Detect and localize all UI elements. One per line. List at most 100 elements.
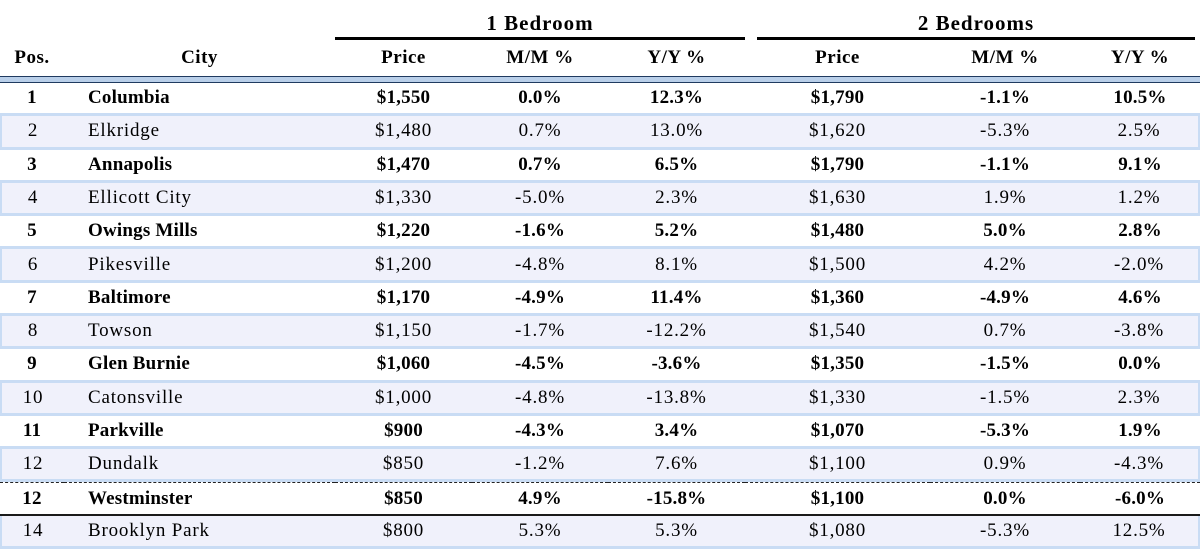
cell-2br-yy: -4.3% <box>1080 449 1200 483</box>
cell-city: Catonsville <box>64 382 335 416</box>
cell-1br-price: $1,000 <box>335 382 472 416</box>
table-row: 8 Towson $1,150 -1.7% -12.2% $1,540 0.7%… <box>0 315 1200 350</box>
cell-1br-yy: 6.5% <box>608 150 745 183</box>
cell-1br-yy: 5.2% <box>608 216 745 250</box>
cell-city: Glen Burnie <box>64 349 335 383</box>
cell-2br-mm: -1.1% <box>930 150 1080 183</box>
cell-2br-mm: 1.9% <box>930 182 1080 217</box>
cell-city: Elkridge <box>64 116 335 150</box>
cell-1br-mm: -4.9% <box>472 283 608 316</box>
cell-1br-price: $1,220 <box>335 216 472 250</box>
group-title-1-bedroom: 1 Bedroom <box>335 11 745 40</box>
cell-1br-price: $1,200 <box>335 249 472 283</box>
cell-2br-mm: 5.0% <box>930 216 1080 250</box>
cell-1br-mm: -4.8% <box>472 382 608 416</box>
cell-1br-yy: -3.6% <box>608 349 745 383</box>
cell-1br-price: $1,480 <box>335 116 472 150</box>
cell-pos: 12 <box>0 482 64 516</box>
column-header-row: Pos. City Price M/M % Y/Y % Price M/M % … <box>0 40 1200 76</box>
cell-2br-price: $1,330 <box>745 382 930 416</box>
cell-city: Annapolis <box>64 150 335 183</box>
cell-1br-yy: -15.8% <box>608 482 745 516</box>
cell-1br-yy: 3.4% <box>608 416 745 450</box>
cell-pos: 2 <box>0 116 64 150</box>
cell-city: Brooklyn Park <box>64 515 335 549</box>
cell-2br-price: $1,630 <box>745 182 930 217</box>
table-row: 6 Pikesville $1,200 -4.8% 8.1% $1,500 4.… <box>0 249 1200 283</box>
cell-2br-mm: -5.3% <box>930 116 1080 150</box>
cell-pos: 7 <box>0 283 64 316</box>
header-separator-band-fill <box>0 76 1200 83</box>
column-header-city: City <box>181 47 218 68</box>
cell-1br-yy: 13.0% <box>608 116 745 150</box>
cell-city: Parkville <box>64 416 335 450</box>
cell-1br-mm: -1.2% <box>472 449 608 483</box>
group-header-spacer <box>64 0 335 40</box>
cell-2br-price: $1,100 <box>745 482 930 516</box>
table-row: 12 Westminster $850 4.9% -15.8% $1,100 0… <box>0 482 1200 516</box>
column-header-2br-mm: M/M % <box>971 47 1039 68</box>
cell-2br-mm: 0.0% <box>930 482 1080 516</box>
cell-city: Towson <box>64 315 335 350</box>
cell-1br-yy: 2.3% <box>608 182 745 217</box>
cell-2br-yy: 2.8% <box>1080 216 1200 250</box>
header-separator-band <box>0 76 1200 83</box>
cell-1br-mm: -1.7% <box>472 315 608 350</box>
cell-1br-yy: -12.2% <box>608 315 745 350</box>
table-row: 5 Owings Mills $1,220 -1.6% 5.2% $1,480 … <box>0 216 1200 250</box>
cell-1br-mm: -4.8% <box>472 249 608 283</box>
cell-1br-yy: 5.3% <box>608 515 745 549</box>
cell-1br-price: $1,150 <box>335 315 472 350</box>
cell-city: Westminster <box>64 482 335 516</box>
cell-pos: 1 <box>0 83 64 117</box>
cell-1br-price: $800 <box>335 515 472 549</box>
cell-2br-yy: 1.9% <box>1080 416 1200 450</box>
cell-2br-mm: -1.5% <box>930 349 1080 383</box>
table-row: 10 Catonsville $1,000 -4.8% -13.8% $1,33… <box>0 382 1200 416</box>
cell-1br-yy: 11.4% <box>608 283 745 316</box>
cell-1br-price: $1,470 <box>335 150 472 183</box>
cell-city: Dundalk <box>64 449 335 483</box>
column-header-1br-mm: M/M % <box>506 47 574 68</box>
cell-pos: 4 <box>0 182 64 217</box>
table-row: 14 Brooklyn Park $800 5.3% 5.3% $1,080 -… <box>0 515 1200 549</box>
cell-2br-price: $1,070 <box>745 416 930 450</box>
cell-2br-yy: 2.5% <box>1080 116 1200 150</box>
cell-2br-mm: -1.1% <box>930 83 1080 117</box>
cell-pos: 5 <box>0 216 64 250</box>
cell-2br-price: $1,790 <box>745 150 930 183</box>
cell-2br-yy: 4.6% <box>1080 283 1200 316</box>
cell-2br-price: $1,480 <box>745 216 930 250</box>
cell-pos: 3 <box>0 150 64 183</box>
cell-1br-price: $850 <box>335 482 472 516</box>
column-header-1br-yy: Y/Y % <box>647 47 706 68</box>
cell-1br-yy: 7.6% <box>608 449 745 483</box>
cell-1br-price: $1,060 <box>335 349 472 383</box>
cell-city: Owings Mills <box>64 216 335 250</box>
cell-2br-yy: 9.1% <box>1080 150 1200 183</box>
table-body: 1 Columbia $1,550 0.0% 12.3% $1,790 -1.1… <box>0 83 1200 549</box>
cell-2br-mm: 0.9% <box>930 449 1080 483</box>
group-header-row: 1 Bedroom 2 Bedrooms <box>0 0 1200 40</box>
table-row: 1 Columbia $1,550 0.0% 12.3% $1,790 -1.1… <box>0 83 1200 117</box>
table-row: 12 Dundalk $850 -1.2% 7.6% $1,100 0.9% -… <box>0 449 1200 483</box>
cell-2br-yy: 2.3% <box>1080 382 1200 416</box>
cell-1br-mm: 5.3% <box>472 515 608 549</box>
cell-2br-mm: -5.3% <box>930 515 1080 549</box>
cell-2br-mm: -5.3% <box>930 416 1080 450</box>
cell-2br-mm: 0.7% <box>930 315 1080 350</box>
cell-1br-price: $1,550 <box>335 83 472 117</box>
cell-1br-yy: 8.1% <box>608 249 745 283</box>
cell-1br-mm: -4.5% <box>472 349 608 383</box>
cell-2br-mm: 4.2% <box>930 249 1080 283</box>
cell-pos: 12 <box>0 449 64 483</box>
cell-2br-yy: -6.0% <box>1080 482 1200 516</box>
group-header-spacer <box>0 0 64 40</box>
group-header-2br: 2 Bedrooms <box>745 0 1200 40</box>
cell-2br-price: $1,080 <box>745 515 930 549</box>
cell-2br-price: $1,100 <box>745 449 930 483</box>
cell-1br-price: $850 <box>335 449 472 483</box>
cell-pos: 14 <box>0 515 64 549</box>
column-header-2br-price: Price <box>815 47 860 68</box>
column-header-2br-yy: Y/Y % <box>1110 47 1170 68</box>
